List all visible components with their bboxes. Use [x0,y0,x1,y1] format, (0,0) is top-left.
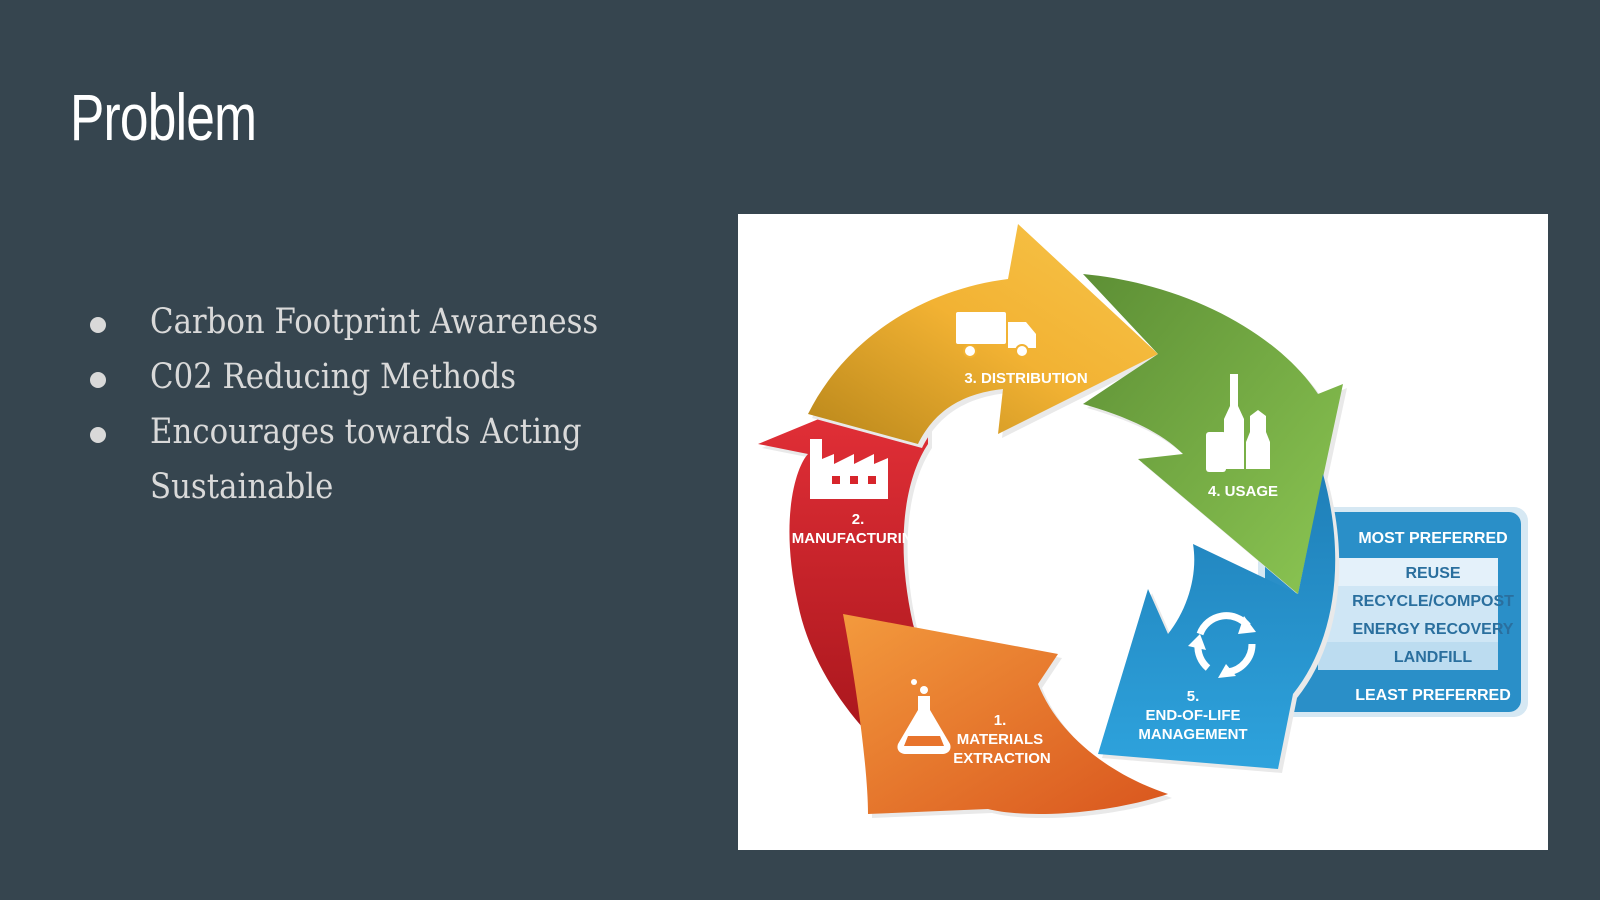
stage-manufacturing-number: 2. [852,511,865,528]
lifecycle-svg: MOST PREFERRED REUSE RECYCLE/COMPOST ENE… [758,224,1528,818]
bullet-item: Encourages towards Acting [84,405,684,460]
stage-usage-label: 4. USAGE [1208,483,1278,500]
recycle-arrowheads [1188,616,1256,678]
bullet-item-continuation: Sustainable [84,460,684,515]
hierarchy-top-label: MOST PREFERRED [1358,530,1507,547]
stage-materials-number: 1. [994,712,1007,729]
stage-distribution-label: 3. DISTRIBUTION [964,370,1087,387]
bullet-dot-icon [90,427,106,443]
stage-end-of-life-number: 5. [1187,688,1200,705]
bullet-list: Carbon Footprint Awareness C02 Reducing … [84,295,684,515]
factory-icon [810,439,888,499]
stage-materials-label-line2: EXTRACTION [953,750,1051,767]
hierarchy-option: RECYCLE/COMPOST [1352,593,1514,610]
bullet-dot-icon [90,317,106,333]
bullet-text: C02 Reducing Methods [150,357,517,397]
stage-end-of-life-arrow [1098,474,1340,773]
bullet-text: Encourages towards Acting [150,412,582,452]
stage-materials-label-line1: MATERIALS [957,731,1043,748]
hierarchy-option: ENERGY RECOVERY [1353,621,1514,638]
bullet-item: Carbon Footprint Awareness [84,295,684,350]
lifecycle-diagram: MOST PREFERRED REUSE RECYCLE/COMPOST ENE… [738,214,1548,850]
bullet-dot-icon [90,372,106,388]
stage-end-of-life-label-line1: END-OF-LIFE [1146,707,1241,724]
slide-title: Problem [70,80,257,154]
stage-manufacturing-label: MANUFACTURING [792,530,925,547]
flask-icon [897,679,951,754]
hierarchy-bottom-label: LEAST PREFERRED [1355,687,1511,704]
hierarchy-option: REUSE [1405,565,1460,582]
hierarchy-option: LANDFILL [1394,649,1472,666]
bottles-icon [1206,374,1270,472]
stage-materials-extraction-arrow [843,614,1172,818]
truck-icon [956,312,1036,358]
stage-end-of-life-label-line2: MANAGEMENT [1138,726,1247,743]
bullet-text: Carbon Footprint Awareness [150,302,599,342]
bullet-item: C02 Reducing Methods [84,350,684,405]
bullet-text: Sustainable [150,467,334,507]
